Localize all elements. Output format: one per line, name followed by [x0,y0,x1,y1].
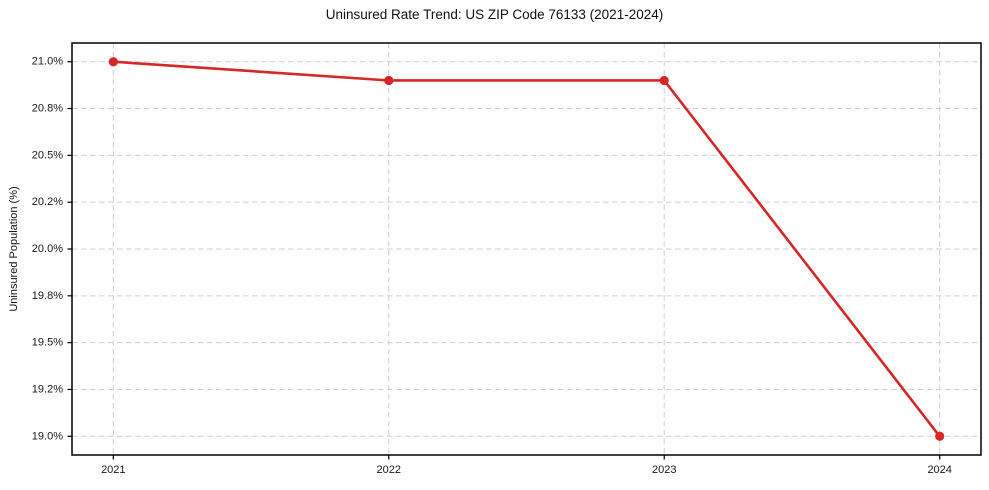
y-tick-label: 19.5% [32,337,63,349]
y-tick-label: 19.8% [32,290,63,302]
chart-title: Uninsured Rate Trend: US ZIP Code 76133 … [325,7,664,22]
y-tick-label: 21.0% [32,56,63,68]
x-tick-label: 2021 [101,464,125,476]
trend-line [112,60,941,438]
data-point [935,431,945,441]
data-point [384,75,394,86]
x-tick-label: 2023 [652,464,676,476]
y-tick-label: 20.5% [32,149,63,161]
y-tick-label: 20.0% [32,243,63,255]
data-point [108,57,118,67]
y-tick-label: 19.2% [32,383,63,395]
y-tick-label: 20.2% [32,196,63,208]
y-tick-label: 20.8% [32,103,63,115]
x-tick-label: 2022 [377,464,401,476]
data-point [659,75,669,86]
x-tick-label: 2024 [927,464,951,476]
y-tick-label: 19.0% [32,430,63,442]
